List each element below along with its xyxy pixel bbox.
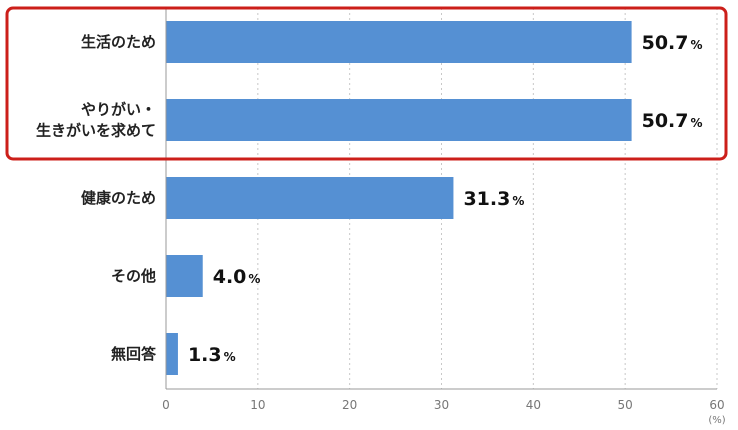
- category-label: 生きがいを求めて: [36, 122, 156, 140]
- bar: [166, 333, 178, 375]
- value-label: 1.3%: [188, 344, 236, 366]
- category-label: 健康のため: [81, 189, 156, 207]
- x-tick-label: 10: [250, 398, 265, 412]
- bars-group: [166, 21, 632, 375]
- value-label: 4.0%: [213, 266, 261, 288]
- bar: [166, 21, 632, 63]
- x-tick-labels: 0 10 20 30 40 50 60: [162, 398, 724, 412]
- category-label: その他: [111, 267, 156, 285]
- bar: [166, 255, 203, 297]
- x-tick-label: 40: [526, 398, 541, 412]
- category-label: 無回答: [111, 345, 157, 363]
- category-label: やりがい・: [81, 101, 156, 119]
- highlight-box: [5, 6, 728, 161]
- category-label: 生活のため: [81, 33, 156, 51]
- x-tick-label: 0: [162, 398, 170, 412]
- x-tick-label: 30: [434, 398, 449, 412]
- value-label: 31.3%: [463, 188, 524, 210]
- bar: [166, 177, 454, 219]
- value-label: 50.7%: [642, 110, 703, 132]
- value-labels: 50.7 % 50.7 % 31.3 % 4.0 % 1.3%: [188, 32, 703, 366]
- x-tick-label: 60: [709, 398, 724, 412]
- value-label: 50.7%: [642, 32, 703, 54]
- x-tick-label: 50: [618, 398, 633, 412]
- x-tick-label: 20: [342, 398, 357, 412]
- bar: [166, 99, 632, 141]
- x-axis-unit-label: (%): [708, 415, 725, 426]
